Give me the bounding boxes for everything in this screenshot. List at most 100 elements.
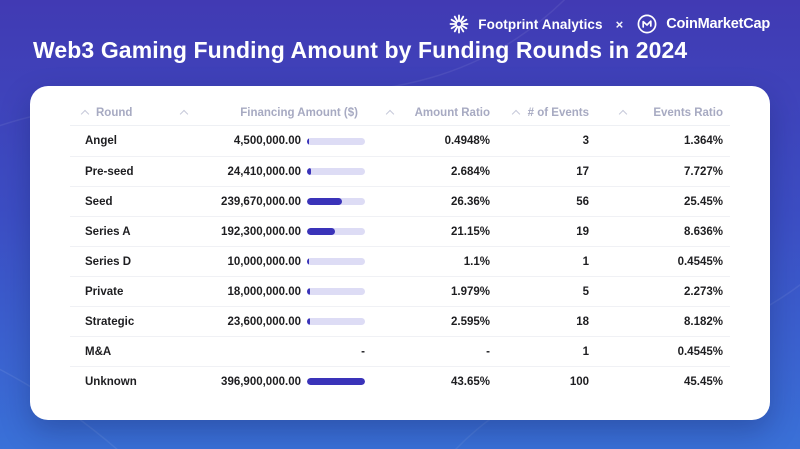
events-ratio-cell: 0.4545% [589,256,730,268]
table-row: Strategic 23,600,000.00 2.595% 18 8.182% [70,306,730,336]
financing-amount-value: 18,000,000.00 [227,285,301,298]
amount-ratio-value: 1.979% [450,285,490,298]
financing-amount-cell: 192,300,000.00 [210,226,365,238]
events-cell: 5 [492,286,589,298]
amount-bar [307,258,365,265]
round-cell: Unknown [70,376,210,388]
amount-ratio-value: - [486,345,490,358]
events-cell: 19 [492,226,589,238]
events-count-value: 19 [576,225,589,238]
round-cell: Strategic [70,316,210,328]
amount-bar-fill [307,198,343,205]
column-header-events[interactable]: # of Events [527,106,589,119]
table-row: Series A 192,300,000.00 21.15% 19 8.636% [70,216,730,246]
amount-ratio-cell: - [365,346,492,358]
amount-ratio-cell: 2.684% [365,166,492,178]
events-cell: 1 [492,256,589,268]
amount-bar-fill [307,168,311,175]
amount-bar-fill [307,228,336,235]
amount-bar [307,228,365,235]
table-row: Pre-seed 24,410,000.00 2.684% 17 7.727% [70,156,730,186]
round-label: Pre-seed [85,165,134,178]
events-count-value: 3 [582,135,589,147]
round-cell: Series D [70,256,210,268]
events-count-value: 1 [582,345,589,358]
events-count-value: 100 [569,375,589,388]
events-count-value: 17 [576,165,589,178]
financing-amount-cell: 18,000,000.00 [210,286,365,298]
financing-amount-cell: 10,000,000.00 [210,256,365,268]
table-row: Unknown 396,900,000.00 43.65% 100 45.45% [70,366,730,396]
events-cell: 3 [492,135,589,147]
round-label: Private [85,285,124,298]
brand-lockup: Footprint Analytics × CoinMarketCap [448,13,770,35]
events-ratio-value: 45.45% [683,375,723,388]
round-cell: Series A [70,226,210,238]
events-ratio-value: 0.4545% [677,255,723,268]
amount-ratio-cell: 1.1% [365,256,492,268]
amount-bar-fill [307,378,365,385]
amount-bar [307,137,365,145]
table-row: Seed 239,670,000.00 26.36% 56 25.45% [70,186,730,216]
events-ratio-cell: 7.727% [589,166,730,178]
amount-ratio-cell: 0.4948% [365,135,492,147]
column-header-financing-amount[interactable]: Financing Amount ($) [240,106,358,119]
round-cell: Private [70,286,210,298]
amount-ratio-value: 21.15% [450,225,490,238]
amount-ratio-value: 1.1% [463,255,490,268]
amount-ratio-value: 0.4948% [444,135,490,147]
events-ratio-value: 7.727% [683,165,723,178]
amount-ratio-value: 26.36% [450,195,490,208]
round-label: Strategic [85,315,135,328]
round-cell: Seed [70,196,210,208]
round-cell: Pre-seed [70,166,210,178]
table-row: M&A - - 1 0.4545% [70,336,730,366]
amount-ratio-cell: 2.595% [365,316,492,328]
coinmarketcap-logo-icon [636,13,658,35]
amount-bar [307,198,365,205]
column-header-amount-ratio[interactable]: Amount Ratio [414,106,490,119]
funding-table: Round Financing Amount ($) Amount Ratio … [70,100,730,396]
round-label: Series A [85,225,131,238]
round-label: Angel [85,135,117,147]
financing-amount-value: 192,300,000.00 [221,225,301,238]
events-ratio-cell: 8.636% [589,226,730,238]
table-body: Angel 4,500,000.00 0.4948% 3 1.364% [70,126,730,396]
amount-bar-fill [307,137,310,145]
page-title: Web3 Gaming Funding Amount by Funding Ro… [33,37,688,63]
financing-amount-value: - [361,345,365,358]
financing-amount-cell: 24,410,000.00 [210,166,365,178]
column-header-events-ratio[interactable]: Events Ratio [653,106,723,119]
data-table-card: Round Financing Amount ($) Amount Ratio … [30,86,770,420]
round-label: M&A [85,345,112,358]
table-row: Private 18,000,000.00 1.979% 5 2.273% [70,276,730,306]
amount-bar-fill [307,318,311,325]
events-ratio-value: 8.636% [683,225,723,238]
financing-amount-value: 23,600,000.00 [227,315,301,328]
financing-amount-value: 24,410,000.00 [227,165,301,178]
amount-ratio-value: 43.65% [450,375,490,388]
footprint-brand-label: Footprint Analytics [478,16,603,32]
financing-amount-cell: 396,900,000.00 [210,376,365,388]
amount-ratio-cell: 43.65% [365,376,492,388]
financing-amount-cell: 239,670,000.00 [210,196,365,208]
amount-bar [307,378,365,385]
brand-separator: × [615,16,624,32]
round-label: Unknown [85,375,137,388]
round-cell: Angel [70,135,210,147]
amount-bar [307,168,365,175]
events-ratio-cell: 8.182% [589,316,730,328]
amount-ratio-cell: 21.15% [365,226,492,238]
events-cell: 18 [492,316,589,328]
events-ratio-value: 0.4545% [677,345,723,358]
footprint-logo-icon [448,13,470,35]
column-header-round[interactable]: Round [96,106,133,119]
amount-ratio-value: 2.684% [450,165,490,178]
financing-amount-value: 4,500,000.00 [233,135,301,147]
financing-amount-value: 396,900,000.00 [221,375,301,388]
financing-amount-value: 239,670,000.00 [221,195,301,208]
events-count-value: 5 [582,285,589,298]
events-ratio-cell: 25.45% [589,196,730,208]
events-count-value: 1 [582,255,589,268]
amount-bar-fill [307,288,310,295]
